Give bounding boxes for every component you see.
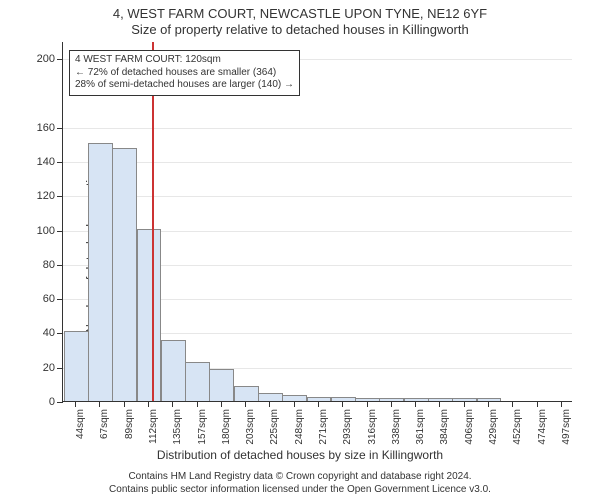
- y-tick-label: 0: [49, 396, 55, 408]
- x-tick: [269, 401, 270, 407]
- title-line1: 4, WEST FARM COURT, NEWCASTLE UPON TYNE,…: [0, 6, 600, 21]
- plot-axes: 02040608010012014016020044sqm67sqm89sqm1…: [62, 42, 572, 402]
- histogram-bar: [112, 148, 137, 401]
- histogram-bar: [307, 397, 332, 401]
- histogram-bar: [379, 398, 404, 401]
- y-tick: [57, 333, 63, 334]
- x-tick: [391, 401, 392, 407]
- x-tick-label: 157sqm: [197, 409, 208, 445]
- x-tick: [294, 401, 295, 407]
- y-tick-label: 40: [43, 327, 55, 339]
- x-tick: [172, 401, 173, 407]
- x-tick: [75, 401, 76, 407]
- x-tick-label: 293sqm: [342, 409, 353, 445]
- y-tick: [57, 402, 63, 403]
- y-tick: [57, 368, 63, 369]
- y-tick-label: 80: [43, 259, 55, 271]
- histogram-bar: [161, 340, 186, 401]
- x-axis-label: Distribution of detached houses by size …: [0, 448, 600, 462]
- x-tick-label: 112sqm: [148, 409, 159, 444]
- x-tick: [415, 401, 416, 407]
- footer: Contains HM Land Registry data © Crown c…: [0, 471, 600, 496]
- gridline: [63, 162, 572, 163]
- y-tick-label: 100: [37, 225, 55, 237]
- y-tick-label: 20: [43, 362, 55, 374]
- histogram-bar: [64, 331, 89, 401]
- histogram-bar: [234, 386, 259, 401]
- x-tick-label: 203sqm: [245, 409, 256, 445]
- x-tick: [342, 401, 343, 407]
- histogram-bar: [331, 397, 356, 401]
- x-tick: [245, 401, 246, 407]
- x-tick-label: 316sqm: [367, 409, 378, 445]
- y-tick: [57, 231, 63, 232]
- y-tick: [57, 59, 63, 60]
- y-tick-label: 160: [37, 122, 55, 134]
- histogram-bar: [452, 398, 477, 401]
- x-tick: [439, 401, 440, 407]
- x-tick-label: 271sqm: [318, 409, 329, 445]
- annotation-box: 4 WEST FARM COURT: 120sqm← 72% of detach…: [69, 50, 300, 96]
- y-tick-label: 200: [37, 53, 55, 65]
- x-tick-label: 67sqm: [99, 409, 110, 439]
- y-tick: [57, 162, 63, 163]
- chart-container: 4, WEST FARM COURT, NEWCASTLE UPON TYNE,…: [0, 0, 600, 500]
- footer-line2: Contains public sector information licen…: [0, 484, 600, 497]
- histogram-bar: [137, 229, 162, 401]
- annotation-line3: 28% of semi-detached houses are larger (…: [75, 79, 294, 92]
- x-tick: [561, 401, 562, 407]
- histogram-bar: [428, 398, 453, 401]
- x-tick: [221, 401, 222, 407]
- x-tick: [537, 401, 538, 407]
- x-tick-label: 89sqm: [124, 409, 135, 439]
- reference-line: [152, 42, 154, 401]
- gridline: [63, 196, 572, 197]
- x-tick-label: 452sqm: [512, 409, 523, 445]
- x-tick-label: 429sqm: [488, 409, 499, 445]
- histogram-bar: [185, 362, 210, 401]
- x-tick-label: 361sqm: [415, 409, 426, 445]
- x-tick: [318, 401, 319, 407]
- gridline: [63, 128, 572, 129]
- histogram-bar: [404, 398, 429, 401]
- x-tick: [148, 401, 149, 407]
- y-tick-label: 120: [37, 190, 55, 202]
- annotation-line2: ← 72% of detached houses are smaller (36…: [75, 67, 294, 80]
- histogram-bar: [209, 369, 234, 401]
- x-tick: [99, 401, 100, 407]
- histogram-bar: [355, 398, 380, 401]
- x-tick: [464, 401, 465, 407]
- x-tick-label: 406sqm: [464, 409, 475, 445]
- y-tick: [57, 128, 63, 129]
- histogram-bar: [88, 143, 113, 401]
- x-tick: [124, 401, 125, 407]
- y-tick-label: 140: [37, 156, 55, 168]
- y-tick: [57, 196, 63, 197]
- x-tick-label: 497sqm: [561, 409, 572, 445]
- x-tick-label: 474sqm: [537, 409, 548, 445]
- y-tick: [57, 299, 63, 300]
- x-tick: [367, 401, 368, 407]
- plot-area: 02040608010012014016020044sqm67sqm89sqm1…: [62, 42, 572, 402]
- x-tick: [512, 401, 513, 407]
- x-tick-label: 248sqm: [294, 409, 305, 445]
- x-tick: [488, 401, 489, 407]
- x-tick-label: 225sqm: [269, 409, 280, 445]
- histogram-bar: [258, 393, 283, 401]
- x-tick-label: 135sqm: [172, 409, 183, 445]
- annotation-line1: 4 WEST FARM COURT: 120sqm: [75, 54, 294, 67]
- x-tick-label: 44sqm: [75, 409, 86, 439]
- x-tick: [197, 401, 198, 407]
- histogram-bar: [282, 395, 307, 401]
- y-tick: [57, 265, 63, 266]
- histogram-bar: [477, 398, 502, 401]
- x-tick-label: 338sqm: [391, 409, 402, 445]
- x-tick-label: 180sqm: [221, 409, 232, 445]
- title-line2: Size of property relative to detached ho…: [0, 22, 600, 37]
- y-tick-label: 60: [43, 293, 55, 305]
- footer-line1: Contains HM Land Registry data © Crown c…: [0, 471, 600, 484]
- x-tick-label: 384sqm: [439, 409, 450, 445]
